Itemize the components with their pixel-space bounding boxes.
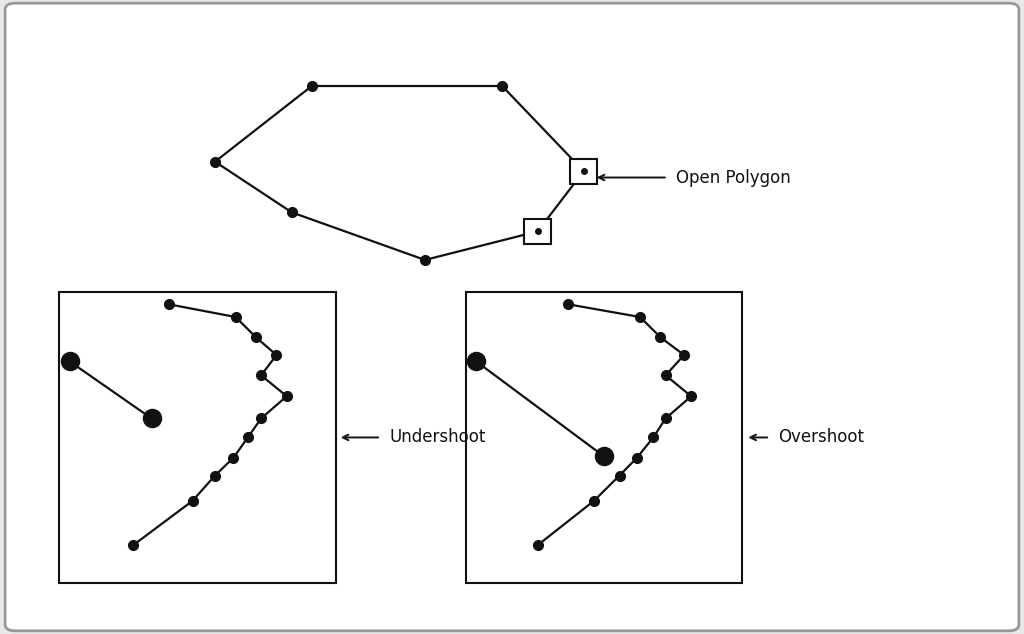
- Bar: [524, 219, 551, 244]
- Text: Overshoot: Overshoot: [778, 429, 864, 446]
- Text: Undershoot: Undershoot: [389, 429, 485, 446]
- Text: Open Polygon: Open Polygon: [676, 169, 791, 186]
- Bar: [59, 292, 336, 583]
- FancyBboxPatch shape: [5, 3, 1019, 631]
- Bar: [466, 292, 742, 583]
- Bar: [570, 158, 597, 184]
